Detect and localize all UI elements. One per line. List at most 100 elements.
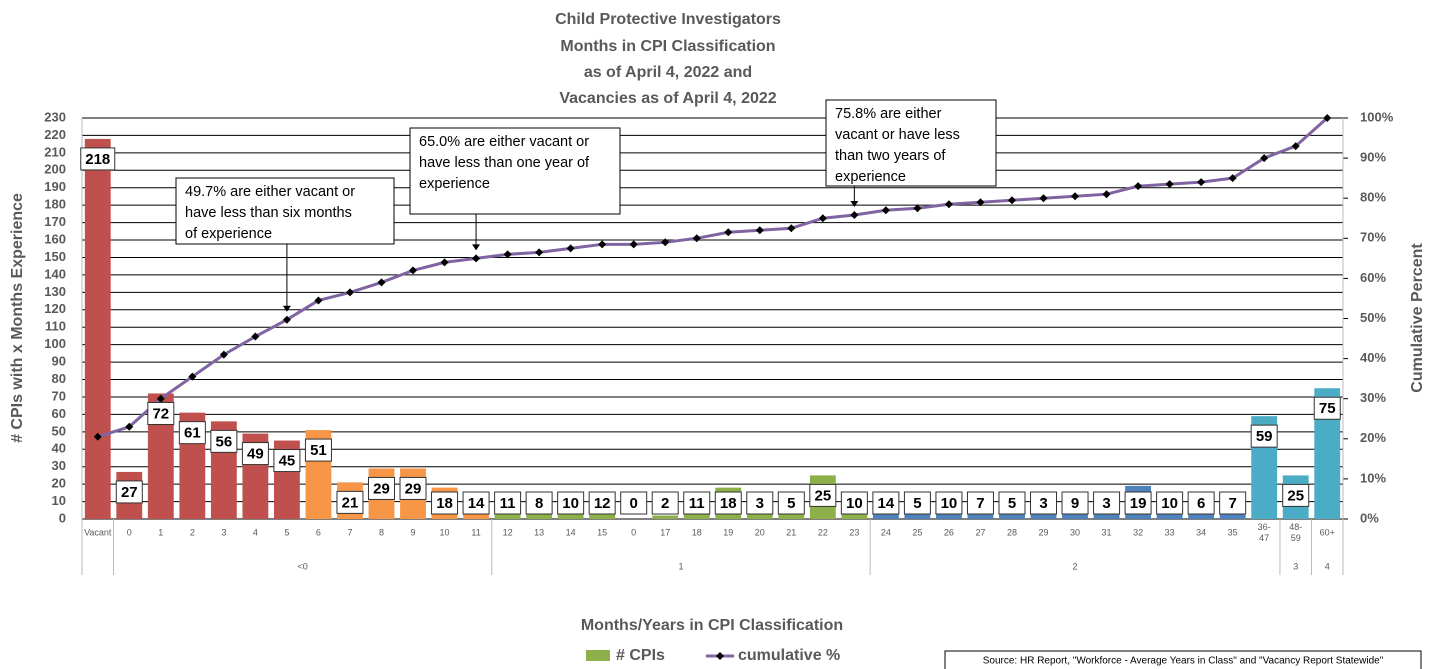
data-label-box bbox=[840, 491, 868, 515]
marker bbox=[503, 250, 512, 259]
y-tick-label: 180 bbox=[44, 197, 66, 212]
y2-tick-label: 90% bbox=[1360, 150, 1386, 165]
data-label: 18 bbox=[720, 495, 737, 512]
annotation-text: have less than one year of bbox=[419, 155, 590, 171]
data-label: 75 bbox=[1319, 400, 1336, 417]
data-label-box bbox=[1282, 483, 1310, 507]
marker bbox=[881, 206, 890, 215]
y2-tick-label: 80% bbox=[1360, 190, 1386, 205]
data-label: 10 bbox=[1161, 495, 1178, 512]
marker bbox=[251, 332, 260, 341]
x-tick-label: 11 bbox=[471, 527, 480, 537]
marker bbox=[1007, 196, 1016, 205]
bar bbox=[746, 513, 773, 519]
annotation-text: experience bbox=[419, 176, 490, 192]
marker bbox=[818, 214, 827, 223]
group-label: 1 bbox=[678, 561, 683, 571]
data-label: 19 bbox=[1130, 495, 1147, 512]
data-label-box bbox=[651, 491, 679, 515]
annotation-text: 75.8% are either bbox=[835, 106, 942, 122]
data-label: 5 bbox=[1008, 495, 1016, 512]
y2-tick-label: 70% bbox=[1360, 230, 1386, 245]
data-label: 14 bbox=[878, 495, 895, 512]
x-tick-label: 8 bbox=[379, 527, 384, 537]
data-label: 51 bbox=[310, 442, 327, 459]
y-tick-label: 0 bbox=[59, 510, 66, 525]
bar bbox=[84, 138, 111, 519]
data-label-box bbox=[1219, 491, 1247, 515]
data-label-box bbox=[494, 491, 522, 515]
marker bbox=[1165, 180, 1174, 189]
marker bbox=[156, 394, 165, 403]
x-tick-label: 0 bbox=[127, 527, 132, 537]
marker bbox=[345, 288, 354, 297]
annotation-box bbox=[409, 127, 621, 215]
data-label-box bbox=[966, 491, 994, 515]
marker bbox=[314, 296, 323, 305]
y-tick-label: 170 bbox=[44, 214, 66, 229]
x-tick-label-line: 48- bbox=[1289, 522, 1302, 532]
y-tick-label: 30 bbox=[52, 458, 66, 473]
data-label-box bbox=[178, 421, 206, 445]
x-axis-title: Months/Years in CPI Classification bbox=[581, 617, 843, 634]
x-tick-label: 1 bbox=[158, 527, 163, 537]
data-label-box bbox=[80, 147, 116, 171]
data-label: 14 bbox=[468, 495, 485, 512]
y2-tick-label: 10% bbox=[1360, 470, 1386, 485]
x-tick-label: 7 bbox=[347, 527, 352, 537]
y-axis-title: # CPIs with x Months Experience bbox=[9, 193, 26, 443]
y-tick-label: 140 bbox=[44, 266, 66, 281]
marker bbox=[944, 200, 953, 209]
data-label-box bbox=[620, 491, 648, 515]
y-tick-label: 110 bbox=[45, 319, 66, 334]
x-tick-label: 60+ bbox=[1320, 527, 1335, 537]
marker bbox=[409, 266, 418, 275]
data-label-box bbox=[1030, 491, 1058, 515]
y-tick-label: 90 bbox=[52, 354, 66, 369]
x-tick-label: 27 bbox=[975, 527, 985, 537]
data-label: 3 bbox=[756, 495, 764, 512]
x-tick-label: 24 bbox=[881, 527, 891, 537]
legend-marker bbox=[716, 652, 724, 660]
data-label: 10 bbox=[562, 495, 579, 512]
bar bbox=[1093, 513, 1120, 519]
x-tick-label: 19 bbox=[723, 527, 733, 537]
data-label: 5 bbox=[787, 495, 795, 512]
y-tick-label: 150 bbox=[44, 249, 66, 264]
marker bbox=[377, 278, 386, 287]
cumulative-line bbox=[97, 116, 1329, 439]
x-tick-label: 23 bbox=[849, 527, 859, 537]
marker bbox=[1071, 192, 1080, 201]
data-label: 3 bbox=[1102, 495, 1110, 512]
group-label: 2 bbox=[1073, 561, 1078, 571]
bar bbox=[1030, 513, 1057, 519]
y-tick-label: 230 bbox=[44, 109, 66, 124]
data-label: 8 bbox=[535, 495, 543, 512]
x-tick-label: 22 bbox=[818, 527, 828, 537]
annotation-arrowhead bbox=[282, 305, 291, 312]
data-label: 6 bbox=[1197, 495, 1205, 512]
x-tick-label: 10 bbox=[440, 527, 450, 537]
y-tick-label: 60 bbox=[52, 406, 66, 421]
marker bbox=[692, 234, 701, 243]
data-label-box bbox=[903, 491, 931, 515]
data-label-box bbox=[557, 491, 585, 515]
x-tick-label: 48-59 bbox=[1289, 522, 1302, 543]
x-tick-label: 32 bbox=[1133, 527, 1143, 537]
data-label-box bbox=[1124, 491, 1152, 515]
x-tick-label: 25 bbox=[912, 527, 922, 537]
title-line: as of April 4, 2022 and bbox=[584, 64, 752, 81]
data-label-box bbox=[746, 491, 774, 515]
data-label: 27 bbox=[121, 484, 138, 501]
x-tick-label: 36-47 bbox=[1258, 522, 1271, 543]
y-tick-label: 210 bbox=[44, 144, 66, 159]
marker bbox=[93, 432, 102, 441]
annotation-text: than two years of bbox=[835, 148, 946, 164]
y-tick-label: 200 bbox=[44, 162, 66, 177]
data-label-box bbox=[336, 490, 364, 514]
y-tick-label: 40 bbox=[52, 441, 66, 456]
x-tick-label: 34 bbox=[1196, 527, 1206, 537]
x-tick-label: 17 bbox=[660, 527, 670, 537]
